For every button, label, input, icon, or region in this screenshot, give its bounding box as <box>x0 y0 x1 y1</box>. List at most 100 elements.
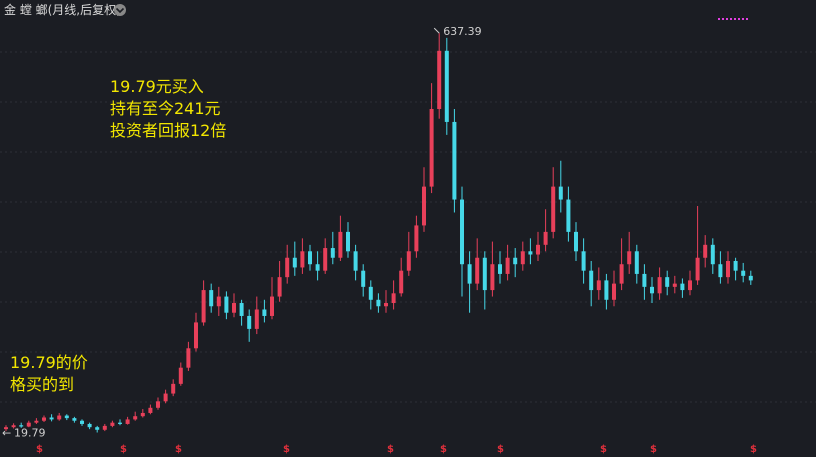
candle-body <box>277 277 282 297</box>
candle-body <box>4 427 8 430</box>
candle-body <box>429 109 434 187</box>
candle-body <box>285 257 290 278</box>
svg-text:$: $ <box>650 444 657 455</box>
candle-body <box>482 257 487 291</box>
candle-body <box>581 251 586 271</box>
candle-body <box>414 225 419 252</box>
candle-body <box>634 251 639 274</box>
candle-body <box>520 251 525 265</box>
dropdown-icon[interactable] <box>114 4 126 16</box>
candle-body <box>688 280 692 291</box>
candle-body <box>543 231 548 245</box>
candle-body <box>672 283 677 287</box>
candle-body <box>80 420 84 424</box>
candle-body <box>650 286 654 294</box>
candle-body <box>239 303 244 316</box>
candle-body <box>163 393 168 402</box>
annotation: 投资者回报12倍 <box>110 121 226 140</box>
candle-body <box>353 251 358 271</box>
candle-body <box>665 277 670 287</box>
candle-body <box>718 264 723 278</box>
candle-body <box>338 231 343 258</box>
candle-body <box>232 303 236 313</box>
candle-body <box>57 415 62 420</box>
candle-body <box>391 293 396 304</box>
candle-body <box>102 425 107 430</box>
chart-title: 金 螳 螂(月线,后复权) <box>4 2 121 17</box>
candle-body <box>95 427 100 430</box>
candle-body <box>680 283 685 291</box>
candle-body <box>72 418 77 421</box>
candle-body <box>368 286 373 300</box>
candle-body <box>156 401 160 408</box>
candle-body <box>452 121 457 200</box>
candle-body <box>703 244 708 258</box>
candle-body <box>376 299 381 307</box>
candle-body <box>315 264 320 271</box>
candle-body <box>308 251 312 265</box>
candle-body <box>498 264 502 274</box>
candle-body <box>300 251 305 268</box>
candle-body <box>399 270 404 294</box>
candle-body <box>361 270 366 287</box>
candle-body <box>437 50 442 110</box>
candle-body <box>148 407 153 413</box>
svg-text:$: $ <box>600 444 607 455</box>
candle-body <box>178 367 183 384</box>
candle-body <box>11 425 16 428</box>
svg-text:$: $ <box>36 444 43 455</box>
candle-body <box>619 264 624 284</box>
candle-body <box>710 244 715 265</box>
svg-text:$: $ <box>750 444 757 455</box>
candle-body <box>26 422 31 427</box>
candle-body <box>695 257 700 281</box>
candle-body <box>505 257 510 274</box>
svg-text:$: $ <box>497 444 504 455</box>
candle-body <box>475 257 480 284</box>
candle-body <box>596 280 601 291</box>
candle-body <box>87 423 92 428</box>
candle-body <box>34 420 39 423</box>
candle-body <box>513 257 518 265</box>
candle-body <box>201 290 206 323</box>
annotation: 19.79的价 <box>10 353 88 372</box>
svg-text:$: $ <box>283 444 290 455</box>
candle-body <box>467 264 472 284</box>
candle-body <box>270 296 274 316</box>
candle-body <box>323 248 328 271</box>
candle-body <box>171 383 176 394</box>
candle-body <box>551 186 556 232</box>
low-arrow: ← <box>2 427 11 440</box>
candle-body <box>42 417 46 421</box>
candle-body <box>133 416 138 420</box>
candle-body <box>49 417 54 420</box>
candle-body <box>460 199 464 265</box>
candle-body <box>642 273 647 287</box>
candle-body <box>536 244 540 255</box>
candle-body <box>224 296 229 313</box>
candle-body <box>733 260 738 271</box>
candle-body <box>741 270 746 276</box>
candle-body <box>406 251 411 271</box>
candle-body <box>247 315 252 329</box>
candle-body <box>209 290 214 307</box>
high-pointer <box>433 27 440 34</box>
candle-body <box>254 309 259 329</box>
candle-body <box>186 348 191 368</box>
candle-body <box>64 415 69 419</box>
candle-body <box>125 419 130 424</box>
candle-body <box>216 296 221 307</box>
candle-body <box>627 251 632 265</box>
candle-body <box>566 199 571 232</box>
candle-body <box>292 257 297 268</box>
markers: $ $ $ $ $ $ $ $ $ $ <box>36 444 757 455</box>
candle-body <box>19 425 24 427</box>
candle-body <box>346 231 350 252</box>
candle-body <box>574 231 578 252</box>
candle-body <box>422 186 426 226</box>
annotation: 格买的到 <box>10 375 74 394</box>
candle-body <box>118 422 122 424</box>
candle-body <box>110 422 115 426</box>
candle-body <box>140 412 145 417</box>
